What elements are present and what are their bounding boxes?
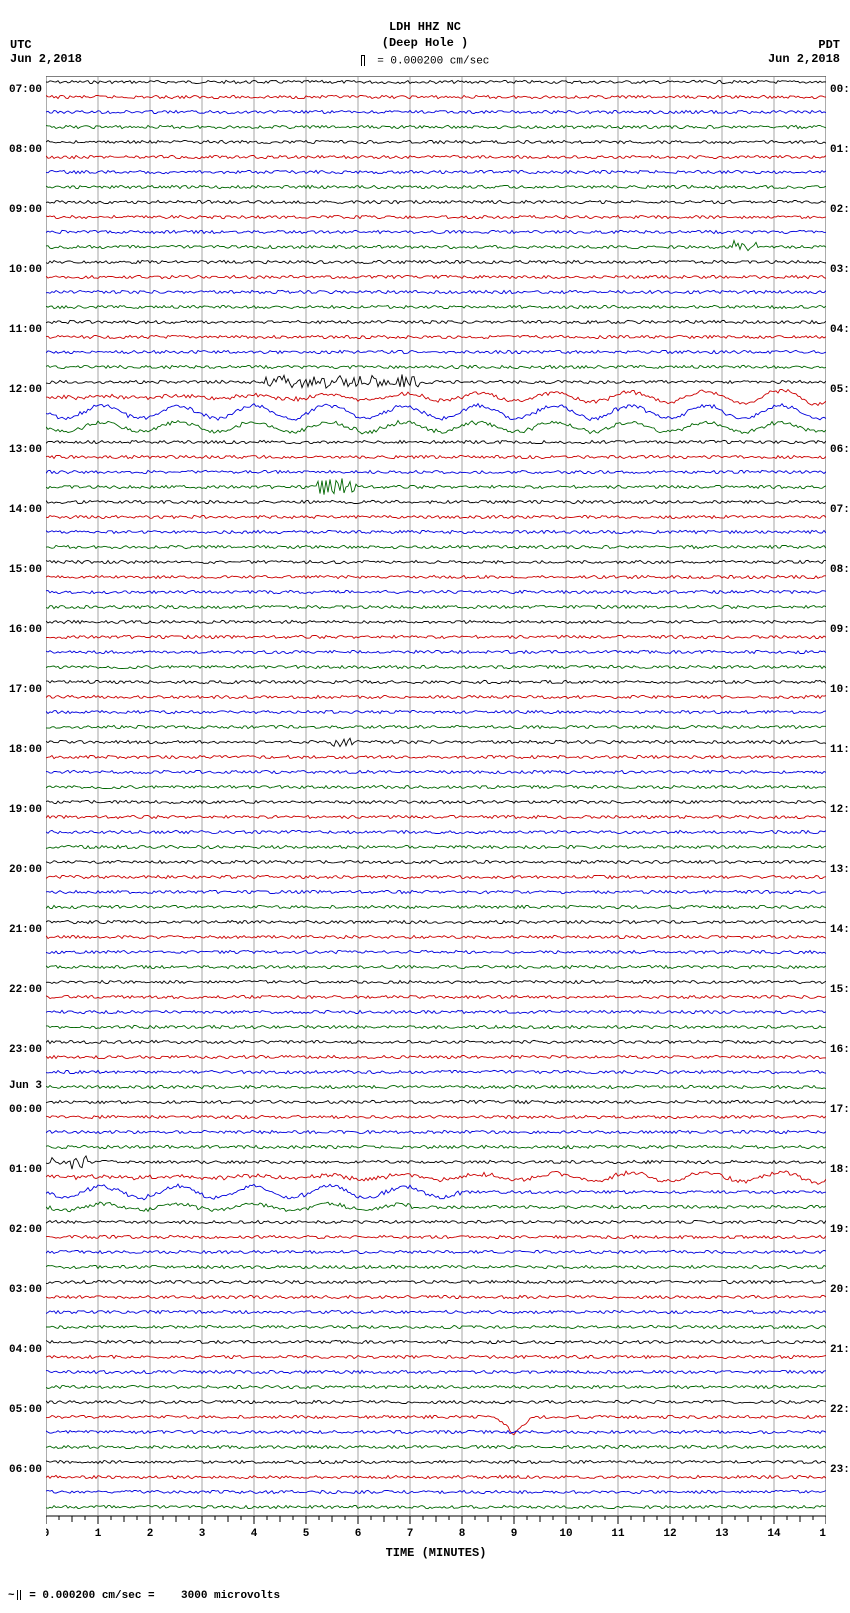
right-time-label: 07:15 (830, 504, 850, 516)
left-time-label: 02:00 (2, 1224, 42, 1236)
left-time-label: 23:00 (2, 1044, 42, 1056)
left-time-label: 01:00 (2, 1164, 42, 1176)
header-left: UTC Jun 2,2018 (10, 38, 82, 66)
right-tz-label: PDT (768, 38, 840, 52)
svg-text:3: 3 (199, 1528, 206, 1540)
svg-text:13: 13 (715, 1528, 729, 1540)
right-time-label: 16:15 (830, 1044, 850, 1056)
right-time-label: 01:15 (830, 144, 850, 156)
left-time-label: 13:00 (2, 444, 42, 456)
right-time-label: 14:15 (830, 924, 850, 936)
left-time-label: 17:00 (2, 684, 42, 696)
left-time-label: 11:00 (2, 324, 42, 336)
scale-bar-icon (361, 55, 365, 66)
svg-text:11: 11 (611, 1528, 625, 1540)
right-time-label: 15:15 (830, 984, 850, 996)
svg-text:14: 14 (767, 1528, 781, 1540)
header-right: PDT Jun 2,2018 (768, 38, 840, 66)
svg-text:10: 10 (559, 1528, 572, 1540)
right-time-label: 02:15 (830, 204, 850, 216)
right-time-label: 11:15 (830, 744, 850, 756)
svg-text:15: 15 (819, 1528, 826, 1540)
x-axis-label: TIME (MINUTES) (46, 1546, 826, 1560)
right-time-label: 18:15 (830, 1164, 850, 1176)
svg-text:7: 7 (407, 1528, 414, 1540)
left-time-label: 08:00 (2, 144, 42, 156)
svg-text:0: 0 (46, 1528, 49, 1540)
right-time-label: 13:15 (830, 864, 850, 876)
right-time-label: 09:15 (830, 624, 850, 636)
svg-text:9: 9 (511, 1528, 518, 1540)
left-time-label: 07:00 (2, 84, 42, 96)
left-time-label: 05:00 (2, 1404, 42, 1416)
right-time-label: 08:15 (830, 564, 850, 576)
svg-text:6: 6 (355, 1528, 362, 1540)
title-line-2: (Deep Hole ) (0, 36, 850, 52)
left-time-label: 21:00 (2, 924, 42, 936)
right-time-label: 22:15 (830, 1404, 850, 1416)
left-time-label: 03:00 (2, 1284, 42, 1296)
right-time-label: 00:15 (830, 84, 850, 96)
right-time-label: 06:15 (830, 444, 850, 456)
scale-bar: = 0.000200 cm/sec (0, 55, 850, 67)
x-axis: 0123456789101112131415 TIME (MINUTES) (46, 1516, 826, 1560)
title-line-1: LDH HHZ NC (0, 20, 850, 36)
seismogram-container: UTC Jun 2,2018 PDT Jun 2,2018 LDH HHZ NC… (0, 0, 850, 1602)
left-time-label: 04:00 (2, 1344, 42, 1356)
left-time-label: 16:00 (2, 624, 42, 636)
left-time-label: 20:00 (2, 864, 42, 876)
right-time-label: 10:15 (830, 684, 850, 696)
plot-area (46, 76, 826, 1516)
footer-prefix: = 0.000200 cm/sec = (29, 1590, 154, 1602)
left-time-label: 19:00 (2, 804, 42, 816)
left-time-label: 10:00 (2, 264, 42, 276)
left-time-label: 09:00 (2, 204, 42, 216)
left-time-label: 12:00 (2, 384, 42, 396)
left-time-label: 06:00 (2, 1464, 42, 1476)
left-time-label: 22:00 (2, 984, 42, 996)
footer-wiggle: ~ (8, 1590, 15, 1602)
svg-text:12: 12 (663, 1528, 676, 1540)
right-time-label: 23:15 (830, 1464, 850, 1476)
right-date-label: Jun 2,2018 (768, 52, 840, 66)
left-time-label: 00:00 (2, 1104, 42, 1116)
right-time-label: 03:15 (830, 264, 850, 276)
svg-text:4: 4 (251, 1528, 258, 1540)
right-time-label: 04:15 (830, 324, 850, 336)
right-time-label: 17:15 (830, 1104, 850, 1116)
footer-suffix: 3000 microvolts (181, 1590, 280, 1602)
left-tz-label: UTC (10, 38, 82, 52)
svg-text:1: 1 (95, 1528, 102, 1540)
right-time-label: 05:15 (830, 384, 850, 396)
left-time-label: Jun 3 (2, 1080, 42, 1092)
svg-text:5: 5 (303, 1528, 310, 1540)
right-time-label: 20:15 (830, 1284, 850, 1296)
right-time-label: 21:15 (830, 1344, 850, 1356)
left-time-label: 18:00 (2, 744, 42, 756)
left-date-label: Jun 2,2018 (10, 52, 82, 66)
header-center: LDH HHZ NC (Deep Hole ) (0, 0, 850, 51)
right-time-label: 12:15 (830, 804, 850, 816)
footer-bar-icon (17, 1590, 21, 1600)
right-time-label: 19:15 (830, 1224, 850, 1236)
svg-text:8: 8 (459, 1528, 466, 1540)
x-axis-svg: 0123456789101112131415 (46, 1516, 826, 1540)
seismogram-svg (46, 76, 826, 1516)
left-time-label: 14:00 (2, 504, 42, 516)
svg-text:2: 2 (147, 1528, 154, 1540)
scale-text: = 0.000200 cm/sec (377, 56, 489, 68)
left-time-label: 15:00 (2, 564, 42, 576)
footer-scale: ~ = 0.000200 cm/sec = 3000 microvolts (8, 1590, 850, 1602)
